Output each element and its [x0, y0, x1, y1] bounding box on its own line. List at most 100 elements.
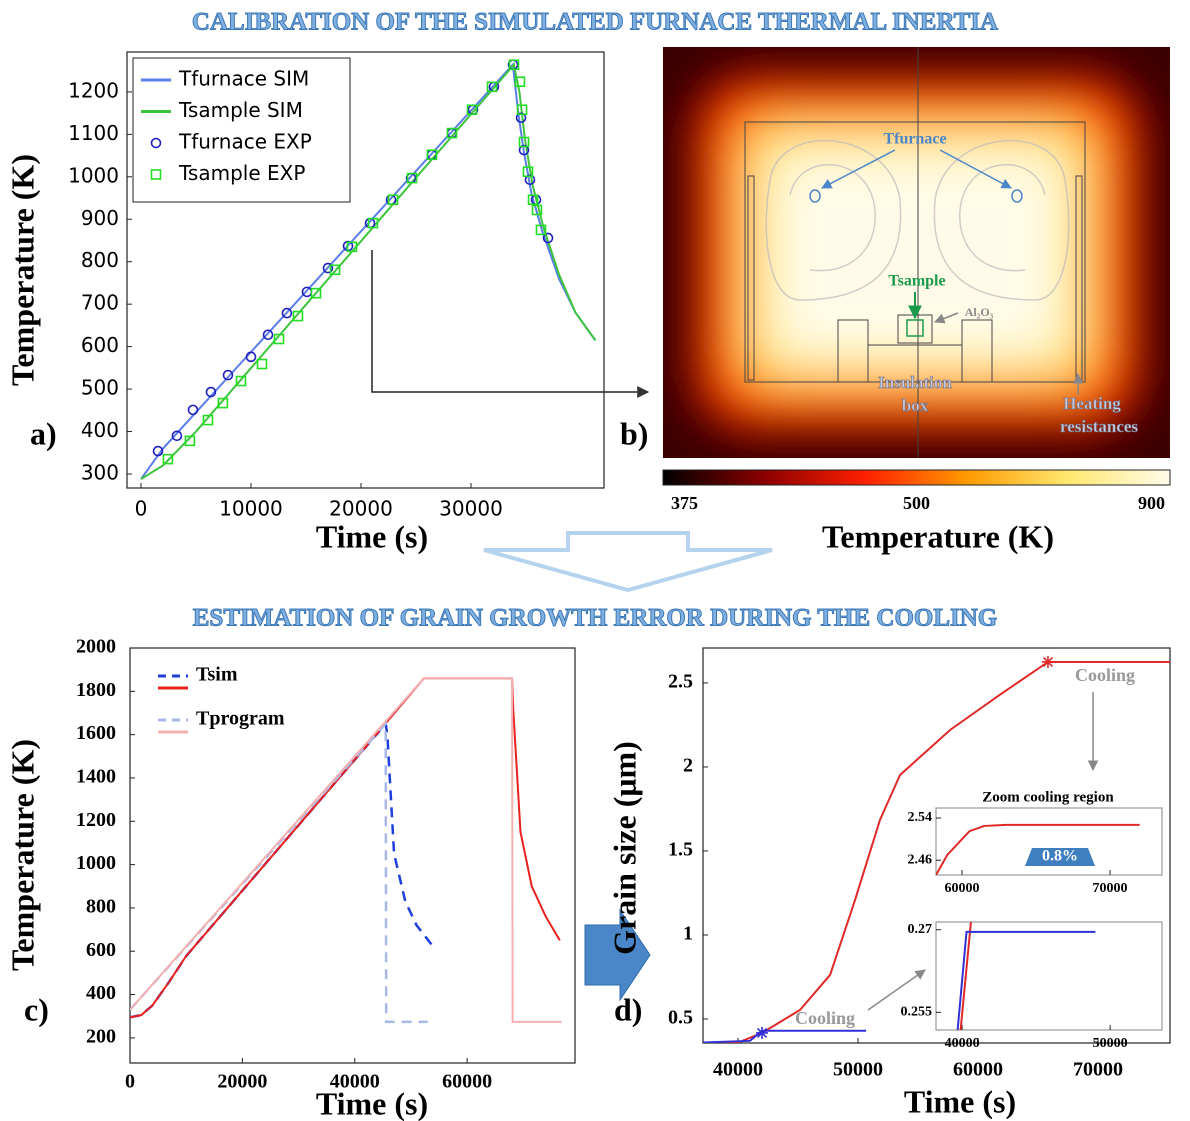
annotation: Al₂O₃ [965, 305, 994, 319]
legend-label: Tsim [196, 664, 238, 686]
y-tick-label: 1000 [68, 163, 119, 187]
panel-label: c) [24, 991, 49, 1027]
y-tick-label: 1 [683, 923, 693, 945]
panel-label: b) [620, 415, 648, 451]
series-line [130, 677, 562, 1023]
data-point [518, 136, 530, 148]
x-tick-label: 60000 [442, 1071, 492, 1093]
y-tick-label: 1100 [68, 121, 119, 145]
series-line [703, 1029, 867, 1043]
series-line [130, 677, 561, 1019]
y-axis-label: Temperature (K) [4, 739, 40, 971]
flow-arrow [584, 908, 651, 1002]
x-tick-label: 20000 [217, 1071, 267, 1093]
legend-label: Tsample SIM [178, 98, 303, 122]
y-tick-label: 0.5 [668, 1007, 693, 1029]
data-point [446, 127, 458, 139]
legend-box [132, 57, 351, 203]
y-tick-label: 600 [81, 333, 119, 357]
data-point [486, 81, 498, 93]
heading: ESTIMATION OF GRAIN GROWTH ERROR DURING … [193, 605, 998, 632]
inset-title: Zoom cooling region [982, 789, 1114, 805]
annotation: Tsample [888, 273, 945, 290]
y-axis-label: Temperature (K) [4, 154, 40, 386]
data-point [518, 144, 530, 156]
x-tick-label: 0 [125, 1071, 135, 1093]
flow-arrow [483, 531, 773, 593]
data-point [527, 194, 539, 206]
heat-image [663, 47, 1170, 458]
x-axis-label: Time (s) [904, 1083, 1016, 1119]
plot-frame [126, 51, 605, 489]
x-tick-label: 40000 [945, 1036, 980, 1051]
data-point [187, 404, 199, 416]
y-tick-label: 1600 [76, 722, 116, 744]
series-line [130, 720, 428, 1024]
y-tick-label: 500 [81, 376, 119, 400]
x-tick-label: 70000 [1093, 881, 1128, 896]
x-tick-label: 10000 [219, 497, 283, 521]
annotation: Heating [1063, 394, 1121, 413]
data-point [531, 204, 543, 216]
data-point [516, 104, 528, 116]
link-arrow [371, 250, 650, 398]
x-tick-label: 30000 [439, 497, 503, 521]
plot-frame [935, 921, 1163, 1031]
series-line [956, 930, 1096, 1030]
y-tick-label: 2.5 [668, 671, 693, 693]
x-tick-label: 40000 [713, 1059, 763, 1081]
data-point [202, 414, 214, 426]
series-line [936, 823, 1140, 875]
data-point [256, 358, 268, 370]
data-point [346, 241, 358, 253]
data-point [542, 232, 554, 244]
data-point [426, 149, 438, 161]
annotation: box [902, 396, 929, 415]
y-tick-label: 400 [86, 982, 116, 1004]
y-tick-label: 1200 [68, 78, 119, 102]
y-axis-label: Grain size (μm) [606, 741, 642, 955]
y-tick-label: 2.46 [908, 852, 933, 867]
legend-label: Tsample EXP [178, 161, 305, 185]
data-point [310, 287, 322, 299]
plot-frame [702, 647, 1171, 1044]
annotation: 0.8% [1042, 848, 1078, 865]
data-point [322, 262, 334, 274]
data-point [1041, 655, 1054, 668]
x-tick-label: 40000 [330, 1071, 380, 1093]
y-tick-label: 1.5 [668, 839, 693, 861]
data-point [262, 329, 274, 341]
x-tick-label: 60000 [953, 1059, 1003, 1081]
data-point [152, 445, 164, 457]
y-tick-label: 1800 [76, 679, 116, 701]
annotation: Tfurnace [883, 131, 946, 148]
data-point [535, 224, 547, 236]
y-tick-label: 0.255 [901, 1005, 933, 1020]
annotation-arrow [867, 969, 926, 1011]
y-tick-label: 800 [81, 248, 119, 272]
colorbar [662, 469, 1171, 486]
data-point [514, 76, 526, 88]
colorbar-tick-label: 900 [1138, 493, 1165, 513]
y-tick-label: 800 [86, 896, 116, 918]
data-point [367, 217, 379, 229]
y-tick-label: 300 [81, 460, 119, 484]
data-point [524, 174, 536, 186]
x-axis-label: Time (s) [316, 1085, 428, 1121]
data-point [184, 435, 196, 447]
inset-bg [936, 922, 1162, 1030]
series-line [959, 922, 972, 1030]
legend-label: Tfurnace EXP [178, 130, 312, 154]
x-tick-label: 70000 [1073, 1059, 1123, 1081]
colorbar-tick-label: 500 [903, 493, 930, 513]
y-tick-label: 400 [81, 418, 119, 442]
panel-label: d) [614, 991, 642, 1027]
annotation: Insulation [878, 373, 952, 392]
y-tick-label: 700 [81, 291, 119, 315]
data-point [273, 333, 285, 345]
data-point [222, 369, 234, 381]
data-point [508, 59, 520, 71]
data-point [466, 104, 478, 116]
x-tick-label: 50000 [1093, 1036, 1128, 1051]
